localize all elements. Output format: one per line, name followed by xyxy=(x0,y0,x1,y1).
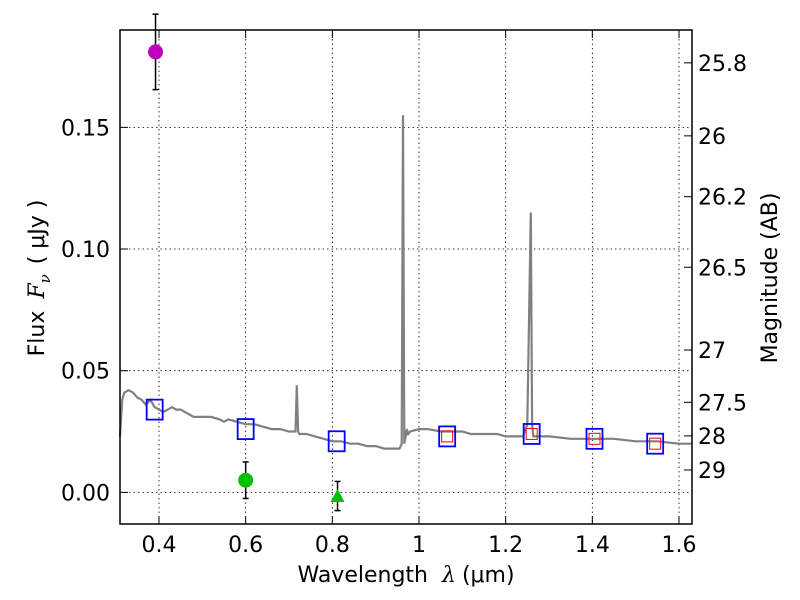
y2-tick-label: 29 xyxy=(698,459,726,484)
y2-tick-label: 26.5 xyxy=(698,256,747,281)
observed-photometry-point xyxy=(525,427,538,440)
y-tick-label: 0.15 xyxy=(61,116,110,141)
x-tick-label: 0.6 xyxy=(228,533,263,558)
photometry-markers xyxy=(145,13,665,512)
model-photometry-point xyxy=(522,423,541,445)
model-photometry-point xyxy=(585,427,604,450)
x-tick-label: 1.6 xyxy=(662,533,697,558)
x-tick-label: 1.4 xyxy=(575,533,610,558)
observed-photometry-point xyxy=(649,437,662,450)
y-axis-title: FluxFν( μJy ) xyxy=(25,200,54,357)
observed-photometry-point xyxy=(441,430,454,443)
y-tick-label: 0.10 xyxy=(61,238,110,263)
model-photometry-point xyxy=(327,430,346,453)
y2-tick-label: 25.8 xyxy=(698,52,747,77)
x-tick-label: 1.2 xyxy=(488,533,523,558)
x-axis-title: Wavelength λ (μm) xyxy=(297,563,514,588)
model-photometry-point xyxy=(236,418,255,440)
model-photometry-point xyxy=(438,425,457,448)
y2-tick-label: 26 xyxy=(698,125,726,150)
y2-tick-label: 27.5 xyxy=(698,391,747,416)
x-tick-label: 0.8 xyxy=(315,533,350,558)
x-tick-label: 0.4 xyxy=(142,533,177,558)
y2-tick-label: 26.2 xyxy=(698,186,747,211)
axis-ticks: 0.4 0.6 0.8 1 1.2 1.4 1.6 0.00 0.05 0.10 0.15 25.8 2… xyxy=(61,30,747,558)
detection-point xyxy=(238,472,254,488)
x-tick-label: 1 xyxy=(412,533,426,558)
plot-frame xyxy=(119,29,693,525)
observed-photometry-point xyxy=(588,432,601,445)
y2-tick-label: 27 xyxy=(698,339,726,364)
model-photometry-point xyxy=(145,398,164,421)
detection-point xyxy=(148,44,164,60)
limit-point xyxy=(330,489,345,503)
y2-tick-label: 28 xyxy=(698,425,726,450)
y-tick-label: 0.00 xyxy=(61,481,110,506)
sed-model-line xyxy=(118,115,692,450)
plot-area xyxy=(118,13,692,512)
model-photometry-point xyxy=(646,432,665,455)
y2-axis-title: Magnitude (AB) xyxy=(758,193,783,364)
y-tick-label: 0.05 xyxy=(61,360,110,385)
grid-lines xyxy=(120,30,692,524)
